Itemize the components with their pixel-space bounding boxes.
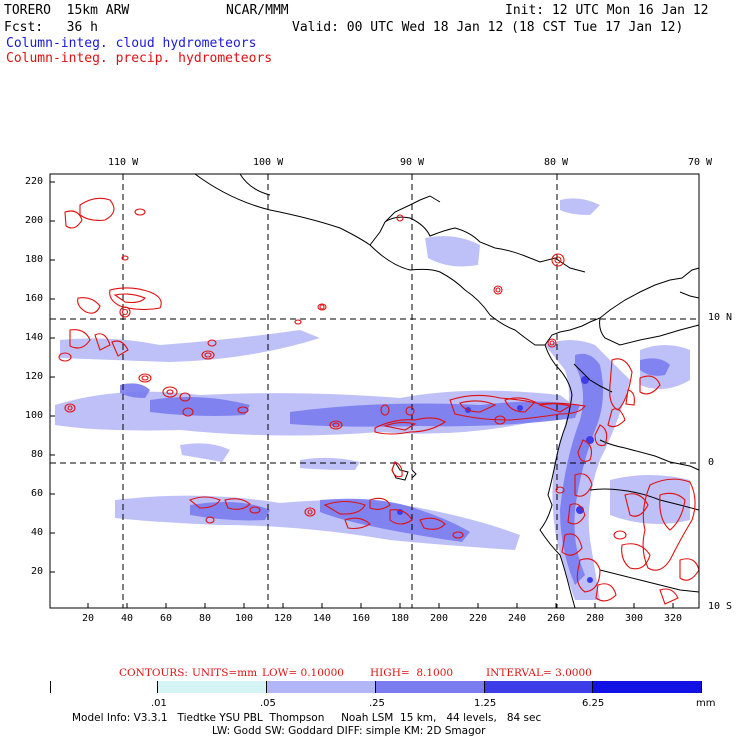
x-tick-label: 240: [508, 613, 527, 624]
lat-label-0: 0: [708, 457, 715, 468]
x-tick-label: 120: [274, 613, 293, 624]
y-tick-label: 100: [25, 410, 44, 421]
x-tick-label: 280: [586, 613, 605, 624]
y-tick-label: 140: [25, 332, 44, 343]
valid-time: Valid: 00 UTC Wed 18 Jan 12 (18 CST Tue …: [292, 20, 684, 35]
forecast-hour: Fcst: 36 h: [4, 20, 98, 35]
y-tick-label: 40: [31, 527, 44, 538]
contour-units: UNITS=mm: [192, 667, 258, 679]
y-tick-label: 120: [25, 371, 44, 382]
lon-label-70w: 70 W: [688, 157, 713, 168]
x-tick-label: 80: [199, 613, 212, 624]
colorbar-segment: [593, 681, 701, 693]
x-tick-label: 140: [313, 613, 332, 624]
lat-label-10n: 10 N: [708, 312, 733, 323]
colorbar-label: 1.25: [474, 698, 497, 709]
graticule: [50, 174, 699, 608]
lon-label-110w: 110 W: [108, 157, 139, 168]
colorbar-segment: [158, 681, 267, 693]
y-tick-label: 20: [31, 566, 44, 577]
init-time: Init: 12 UTC Mon 16 Jan 12: [505, 3, 709, 18]
colorbar-segment: [267, 681, 376, 693]
model-info-line2: LW: Godd SW: Goddard DIFF: simple KM: 2D…: [212, 725, 486, 737]
colorbar-segment: [485, 681, 593, 693]
model-title: TORERO 15km ARW: [4, 3, 130, 18]
x-tick-label: 60: [160, 613, 173, 624]
x-tick-label: 160: [352, 613, 371, 624]
y-tick-label: 200: [25, 215, 44, 226]
plot-frame: [49, 173, 700, 609]
contour-high: HIGH= 8.1000: [370, 667, 454, 679]
contour-low: LOW= 0.10000: [262, 667, 344, 679]
precip-contours: [58, 197, 699, 605]
x-tick-label: 20: [82, 613, 95, 624]
cloud-field-label: Column-integ. cloud hydrometeors: [6, 36, 257, 51]
colorbar-label: .01: [151, 698, 167, 709]
x-tick-label: 40: [121, 613, 134, 624]
colorbar-label: 6.25: [582, 698, 605, 709]
y-tick-label: 160: [25, 293, 44, 304]
model-info-line1: Model Info: V3.3.1 Tiedtke YSU PBL Thomp…: [72, 712, 542, 724]
x-tick-label: 220: [469, 613, 488, 624]
y-tick-label: 220: [25, 176, 44, 187]
contour-interval: INTERVAL= 3.0000: [486, 667, 592, 679]
colorbar-unit: mm: [696, 698, 716, 709]
y-tick-label: 180: [25, 254, 44, 265]
lon-label-80w: 80 W: [544, 157, 569, 168]
x-tick-label: 320: [664, 613, 683, 624]
precip-field-label: Column-integ. precip. hydrometeors: [6, 51, 273, 66]
colorbar-label: .25: [369, 698, 385, 709]
contour-label: CONTOURS:: [119, 667, 188, 679]
x-tick-label: 180: [391, 613, 410, 624]
lon-label-90w: 90 W: [400, 157, 425, 168]
x-tick-label: 100: [235, 613, 254, 624]
y-tick-label: 80: [31, 449, 44, 460]
x-tick-label: 200: [430, 613, 449, 624]
coastlines: [194, 173, 700, 609]
colorbar-segment: [376, 681, 485, 693]
y-tick-label: 60: [31, 488, 44, 499]
organization: NCAR/MMM: [226, 3, 289, 18]
tick-marks: [50, 181, 674, 608]
colorbar-label: .05: [260, 698, 276, 709]
colorbar-segment: [51, 681, 158, 693]
lon-label-100w: 100 W: [253, 157, 284, 168]
x-tick-label: 260: [547, 613, 566, 624]
lat-label-10s: 10 S: [708, 601, 733, 612]
x-tick-label: 300: [625, 613, 644, 624]
